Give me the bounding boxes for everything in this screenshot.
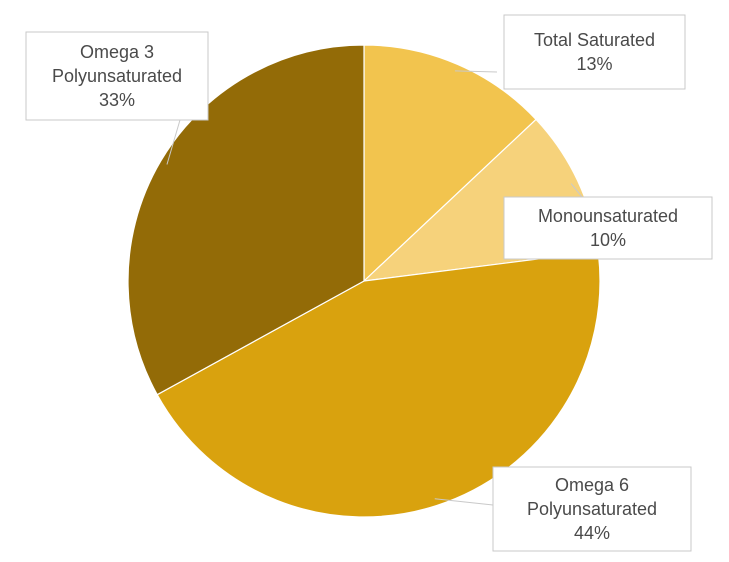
pie-slice-omega-6-polyunsaturated (156, 250, 601, 518)
data-label-category: Omega 3 (80, 42, 154, 62)
data-label-box (503, 196, 713, 260)
pie-slice-total-saturated (363, 44, 537, 283)
data-label-category: Polyunsaturated (527, 499, 657, 519)
data-labels: Total Saturated 13% Monounsaturated 10% Omeg… (25, 14, 713, 552)
leader-line-omega-3-polyunsaturated (166, 119, 181, 165)
data-label-box (492, 466, 692, 552)
leader-line-monounsaturated (570, 183, 583, 198)
data-label-category: Omega 6 (555, 475, 629, 495)
data-label-percent: 10% (590, 230, 626, 250)
pie-slice-omega-3-polyunsaturated (127, 44, 365, 396)
data-label-percent: 33% (99, 90, 135, 110)
leader-line-omega-6-polyunsaturated (434, 498, 494, 506)
data-label-omega-3-polyunsaturated: Omega 3 Polyunsaturated 33% (25, 31, 209, 121)
data-label-box (25, 31, 209, 121)
data-label-category: Total Saturated (534, 30, 655, 50)
data-label-total-saturated: Total Saturated 13% (503, 14, 686, 90)
data-label-monounsaturated: Monounsaturated 10% (503, 196, 713, 260)
data-label-percent: 44% (574, 523, 610, 543)
data-label-percent: 13% (576, 54, 612, 74)
data-label-category: Polyunsaturated (52, 66, 182, 86)
leader-line-total-saturated (454, 70, 498, 73)
data-label-box (503, 14, 686, 90)
data-label-category: Monounsaturated (538, 206, 678, 226)
data-label-omega-6-polyunsaturated: Omega 6 Polyunsaturated 44% (492, 466, 692, 552)
pie-slices (127, 44, 601, 518)
